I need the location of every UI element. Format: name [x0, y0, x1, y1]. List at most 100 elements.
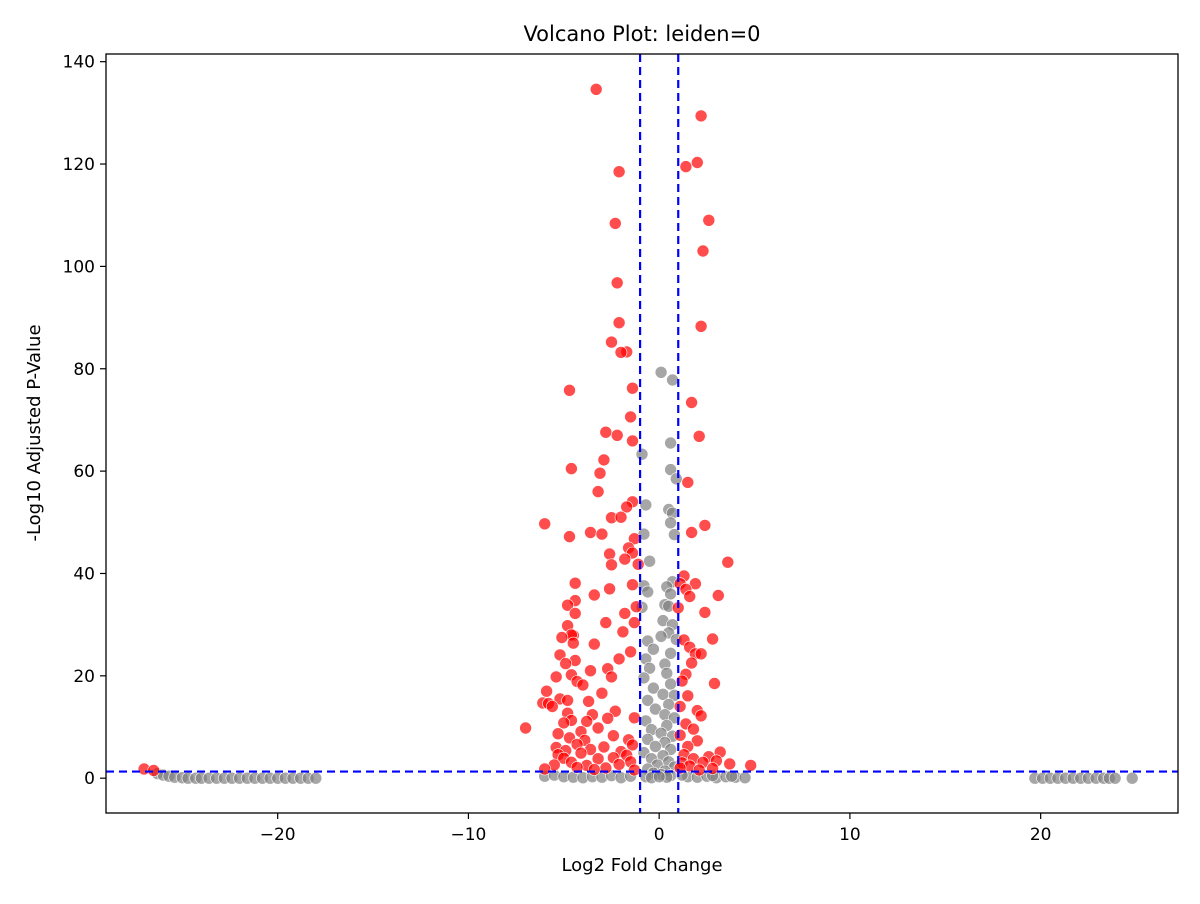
data-point-significant: [608, 217, 622, 230]
data-point-significant: [612, 165, 626, 178]
data-point-not-significant: [649, 740, 662, 753]
data-point-not-significant: [664, 646, 677, 660]
data-point-significant: [607, 729, 620, 743]
data-point-significant: [618, 607, 632, 620]
data-point-significant: [563, 530, 576, 543]
data-point-not-significant: [660, 666, 674, 680]
data-point-significant: [584, 664, 597, 678]
y-tick-label: 60: [73, 462, 95, 482]
data-point-significant: [605, 335, 618, 349]
data-point-significant: [744, 759, 758, 772]
data-point-significant: [612, 316, 626, 330]
data-point-significant: [616, 625, 630, 639]
x-tick-label: −20: [260, 825, 296, 845]
x-tick-label: 10: [839, 825, 861, 845]
data-point-significant: [698, 606, 712, 619]
data-point-significant: [692, 763, 706, 777]
data-point-significant: [685, 656, 698, 670]
data-point-significant: [694, 709, 708, 723]
data-point-significant: [563, 383, 576, 397]
data-point-significant: [587, 763, 601, 776]
data-point-not-significant: [664, 463, 677, 476]
data-point-not-significant: [647, 681, 660, 695]
data-point-not-significant: [643, 554, 656, 568]
x-tick-label: −10: [450, 825, 486, 845]
data-point-significant: [620, 500, 634, 514]
data-point-significant: [690, 734, 704, 748]
y-tick-label: 80: [73, 360, 95, 380]
data-point-significant: [557, 716, 571, 730]
data-point-significant: [723, 757, 737, 771]
data-point-not-significant: [669, 472, 683, 486]
data-point-significant: [595, 527, 609, 541]
axes: −20 −10 0 10 20 0 20 40 60 80 100 120 140: [63, 53, 1179, 845]
data-point-significant: [565, 462, 578, 475]
data-point-significant: [591, 485, 605, 498]
y-axis-label: -Log10 Adjusted P-Value: [24, 324, 45, 541]
data-point-not-significant: [664, 587, 677, 601]
data-point-significant: [721, 555, 735, 569]
data-point-significant: [614, 346, 628, 359]
data-point-significant: [568, 607, 582, 620]
data-point-significant: [626, 434, 639, 448]
data-point-significant: [580, 715, 594, 728]
data-point-significant: [587, 588, 601, 602]
data-point-significant: [540, 684, 553, 698]
data-point-not-significant: [666, 373, 679, 387]
data-point-significant: [561, 694, 574, 707]
data-point-significant: [559, 657, 573, 670]
plot-area: [106, 54, 1178, 813]
data-point-significant: [687, 722, 700, 736]
data-point-not-significant: [641, 732, 655, 746]
data-point-significant: [711, 589, 725, 602]
data-point-significant: [618, 552, 632, 566]
data-point-significant: [605, 670, 618, 684]
data-point-significant: [587, 637, 601, 651]
data-point-significant: [595, 686, 609, 700]
data-point-significant: [538, 517, 552, 531]
data-point-significant: [694, 319, 708, 333]
chart-title: Volcano Plot: leiden=0: [523, 22, 760, 46]
data-point-significant: [694, 109, 708, 123]
y-tick-label: 20: [73, 667, 95, 687]
data-point-significant: [576, 678, 590, 692]
data-point-significant: [708, 677, 721, 690]
data-point-significant: [584, 526, 597, 539]
data-point-significant: [631, 557, 645, 571]
x-tick-label: 20: [1030, 825, 1052, 845]
data-point-significant: [538, 762, 552, 776]
y-tick-label: 0: [84, 769, 95, 789]
data-point-significant: [690, 156, 704, 169]
plot-frame: [105, 53, 1179, 814]
data-point-significant: [628, 616, 641, 629]
data-point-significant: [626, 738, 639, 752]
data-point-significant: [593, 466, 607, 480]
data-point-significant: [605, 558, 618, 572]
data-point-not-significant: [664, 677, 677, 691]
data-point-significant: [553, 648, 567, 662]
data-point-significant: [599, 425, 613, 439]
data-point-not-significant: [641, 694, 655, 707]
data-point-significant: [570, 761, 584, 774]
data-point-not-significant: [647, 642, 660, 656]
data-point-not-significant: [635, 447, 649, 461]
data-point-significant: [628, 711, 641, 725]
data-point-significant: [599, 616, 613, 629]
data-point-significant: [626, 381, 639, 395]
data-point-significant: [597, 453, 611, 467]
data-point-significant: [610, 428, 624, 442]
x-axis-label: Log2 Fold Change: [561, 855, 722, 876]
data-point-significant: [603, 582, 616, 596]
data-point-not-significant: [664, 436, 677, 450]
data-point-significant: [574, 746, 588, 760]
data-point-significant: [589, 83, 603, 96]
data-point-significant: [561, 598, 574, 612]
y-tick-label: 40: [73, 564, 95, 584]
data-point-significant: [681, 476, 695, 489]
data-point-significant: [551, 727, 565, 741]
data-point-significant: [612, 652, 626, 666]
data-point-significant: [685, 526, 698, 539]
data-point-significant: [702, 214, 716, 227]
data-point-significant: [628, 763, 641, 777]
x-tick-label: 0: [654, 825, 665, 845]
